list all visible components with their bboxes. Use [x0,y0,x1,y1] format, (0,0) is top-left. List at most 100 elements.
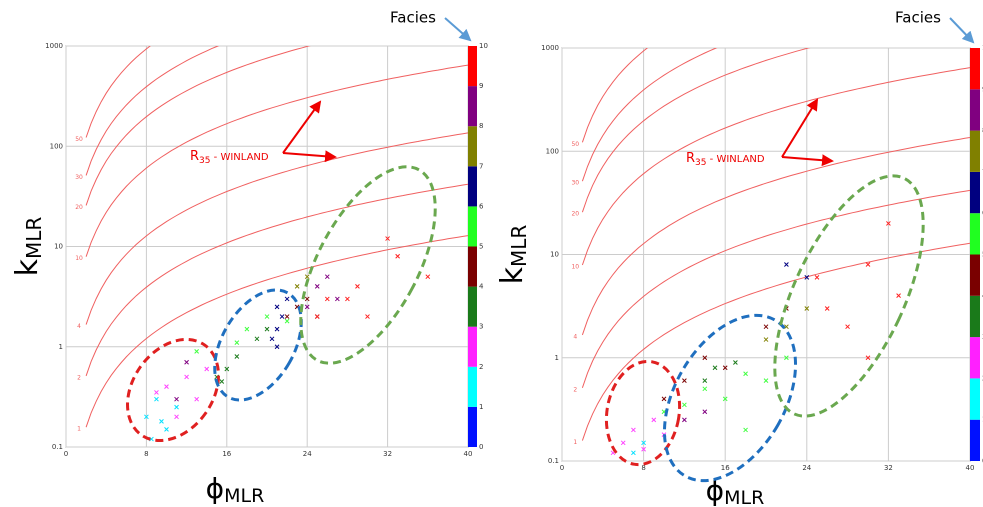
winland-curves [581,48,970,441]
winland-curve [85,183,468,377]
y-tick-label: 1 [555,354,559,362]
data-point [269,336,275,342]
data-point [395,253,401,259]
annotation-sub: 35 [199,156,210,166]
x-tick-label: 40 [966,464,975,472]
data-point [144,414,149,420]
data-point [682,378,687,384]
data-point [865,355,871,361]
data-point [784,262,789,267]
winland-curve [581,48,811,213]
data-point [254,336,260,342]
winland-curve [581,67,970,266]
data-point [355,284,360,289]
annotation-rest: - WINLAND [211,152,269,163]
x-tick-label: 16 [222,450,231,458]
data-point [324,296,330,302]
x-tick-label: 8 [144,450,148,458]
colorbar-segment [468,326,477,367]
data-point [174,414,179,420]
colorbar-segment [468,126,477,167]
data-point [294,284,300,289]
winland-label: 1 [573,439,577,446]
data-point [682,417,687,423]
data-point [284,318,290,324]
data-point [702,409,708,415]
y-tick-label: 100 [546,147,559,155]
data-point [814,275,820,280]
colorbar-tick-label: 4 [479,283,484,291]
winland-curve [581,137,970,336]
data-point [620,440,626,446]
data-point [174,396,179,402]
colorbar-tick-label: 1 [479,403,483,411]
y-tick-label: 100 [50,142,63,150]
annotation-rest: - WINLAND [707,154,765,165]
colorbar-segment [468,366,477,407]
colorbar-segment [468,246,477,287]
x-tick-label: 0 [64,450,68,458]
y-axis-subscript: MLR [507,225,531,267]
y-axis-symbol: k [495,266,530,284]
colorbar-tick-label: 2 [479,363,483,371]
data-point [304,304,310,310]
y-tick-label: 1000 [45,42,63,50]
data-point [224,366,230,372]
data-point [631,450,636,456]
annotation-main: R [686,151,695,166]
annotation-sub: 35 [695,158,706,168]
winland-curve [581,48,718,182]
x-tick-label: 40 [464,450,473,458]
x-tick-label: 24 [303,450,312,458]
data-point [334,296,340,302]
winland-label: 20 [571,211,579,218]
winland-label: 4 [77,323,81,330]
data-point [743,371,748,377]
data-point [184,374,189,380]
y-tick-label: 1000 [541,44,559,52]
winland-curve [581,189,970,388]
winland-curves [85,46,468,428]
x-axis-subscript: MLR [724,487,764,507]
colorbar-segment [468,166,477,207]
winland-label: 30 [75,174,83,181]
data-point [722,396,728,402]
data-point [641,440,646,446]
data-point [804,306,810,311]
data-point [733,360,738,365]
colorbar-segment [970,48,980,90]
data-point [194,396,200,402]
data-point [274,304,280,310]
data-point [324,274,330,280]
data-point [154,390,159,395]
winland-label: 4 [573,333,577,340]
data-point [304,274,310,280]
annotation: R35 - WINLAND [190,149,269,166]
data-point [204,366,210,372]
winland-label: 10 [75,255,83,262]
x-tick-label: 32 [383,450,392,458]
data-point [804,275,810,280]
y-axis-symbol: k [10,258,45,276]
y-tick-label: 0.1 [52,443,63,451]
x-axis-symbol: ϕ [206,472,224,505]
y-tick-label: 10 [550,251,559,259]
winland-curve [85,64,468,257]
data-point [824,306,830,311]
data-point [385,236,390,241]
data-point [284,296,290,302]
colorbar-segment [468,206,477,247]
colorbar-title: Facies [895,9,941,27]
data-point [886,221,891,226]
data-point [234,340,240,345]
colorbar-tick-label: 9 [479,82,483,90]
data-point [641,446,646,452]
cluster-ellipses [126,165,925,483]
data-point [845,324,850,330]
data-point [219,379,225,384]
data-point [722,365,728,371]
winland-label: 2 [573,386,577,393]
data-point [159,419,164,424]
data-point [425,274,431,280]
